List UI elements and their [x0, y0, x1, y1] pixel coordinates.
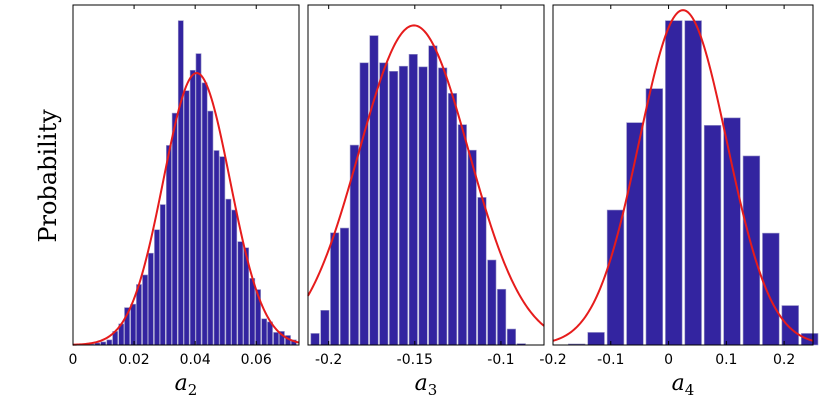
histogram-bar: [467, 149, 477, 346]
x-tick-label: -0.1: [597, 352, 624, 368]
panel-a4: -0.2 -0.1 0 0.1 0.2 a4: [539, 4, 819, 399]
histogram-bar: [369, 35, 379, 346]
x-tick-label: 0.06: [241, 352, 272, 368]
histogram-bar: [665, 20, 683, 346]
histogram-bar: [339, 227, 350, 346]
histogram-bar: [448, 93, 458, 346]
x-tick-label: -0.2: [315, 352, 342, 368]
histogram-bar: [225, 198, 232, 346]
histogram-bar: [159, 204, 166, 346]
x-axis-label: a3: [415, 371, 438, 399]
y-axis-label: Probability: [34, 109, 62, 243]
histogram-bar: [320, 310, 330, 346]
histogram-bar: [213, 150, 220, 346]
panel-a3: -0.2 -0.15 -0.1 a3: [307, 4, 545, 399]
x-axis-label: a2: [175, 371, 198, 399]
histogram-bar: [189, 69, 196, 346]
histogram-bar: [587, 332, 605, 346]
normal-fit-curve: [552, 9, 814, 342]
x-tick-label: 0.1: [715, 352, 737, 368]
histogram-bar: [310, 333, 320, 346]
histogram-bar: [398, 65, 408, 346]
axes-frame: [307, 4, 545, 346]
x-tick-label: 0: [664, 352, 673, 368]
normal-fit-curve: [307, 24, 545, 327]
histogram-bar: [723, 117, 741, 346]
x-tick-label: 0.2: [773, 352, 795, 368]
histogram-bar: [438, 67, 448, 346]
histogram-bar: [379, 62, 389, 346]
x-axis-label-variable: a: [672, 371, 685, 396]
histogram-bar: [408, 53, 418, 346]
histogram-bar: [703, 125, 722, 346]
x-axis-label-subscript: 4: [685, 381, 695, 399]
x-tick-label: -0.1: [487, 352, 514, 368]
histogram-bar: [219, 156, 226, 346]
x-axis-label-variable: a: [175, 371, 188, 396]
x-tick-label: 0.04: [180, 352, 211, 368]
histogram-bar: [762, 232, 780, 346]
histogram-bar: [330, 232, 340, 346]
histogram-bar: [183, 90, 190, 346]
x-tick-label: -0.2: [539, 352, 566, 368]
histogram-bar: [359, 62, 369, 346]
histogram-bar: [154, 229, 160, 346]
histogram-bar: [606, 209, 625, 346]
histogram-bar: [231, 209, 238, 346]
x-axis-label: a4: [672, 371, 695, 399]
histogram-bar: [136, 284, 142, 346]
histogram-bar: [148, 252, 154, 346]
normal-fit-curve: [72, 72, 300, 346]
x-axis-label-variable: a: [415, 371, 428, 396]
histogram-bar: [418, 66, 428, 346]
histogram-bar: [195, 53, 202, 346]
x-tick-label: -0.15: [397, 352, 433, 368]
histogram-bar: [166, 145, 172, 346]
x-axis-label-subscript: 2: [188, 381, 198, 399]
histogram-bar: [506, 328, 516, 346]
histogram-bar: [428, 45, 438, 346]
histogram-bar: [457, 124, 467, 346]
histogram-bar: [389, 71, 399, 346]
x-tick-label: 0: [69, 352, 78, 368]
histogram-bar: [497, 288, 507, 346]
histogram-bar: [261, 318, 268, 346]
histogram-bar: [142, 274, 148, 346]
histogram-bar: [626, 122, 644, 346]
axes-frame: [552, 4, 814, 346]
histogram-bar: [684, 20, 702, 346]
axes-frame: [72, 4, 300, 346]
x-axis-label-subscript: 3: [428, 381, 438, 399]
histogram-bar: [177, 20, 184, 346]
x-tick-label: 0.02: [118, 352, 149, 368]
histogram-bar: [106, 339, 113, 346]
histogram-bar: [781, 305, 799, 346]
histogram-bar: [130, 303, 137, 346]
histogram-bar: [742, 155, 761, 346]
histogram-bar: [487, 259, 497, 346]
histogram-bar: [171, 112, 178, 346]
histogram-bar: [207, 110, 214, 346]
histogram-bar: [477, 197, 487, 346]
histogram-bar: [645, 88, 663, 346]
histogram-bar: [201, 82, 208, 346]
histogram-bar: [237, 241, 244, 346]
histogram-bar: [273, 332, 279, 346]
histogram-bar: [249, 278, 256, 346]
panel-a2: 0 0.02 0.04 0.06 a2: [69, 4, 300, 399]
